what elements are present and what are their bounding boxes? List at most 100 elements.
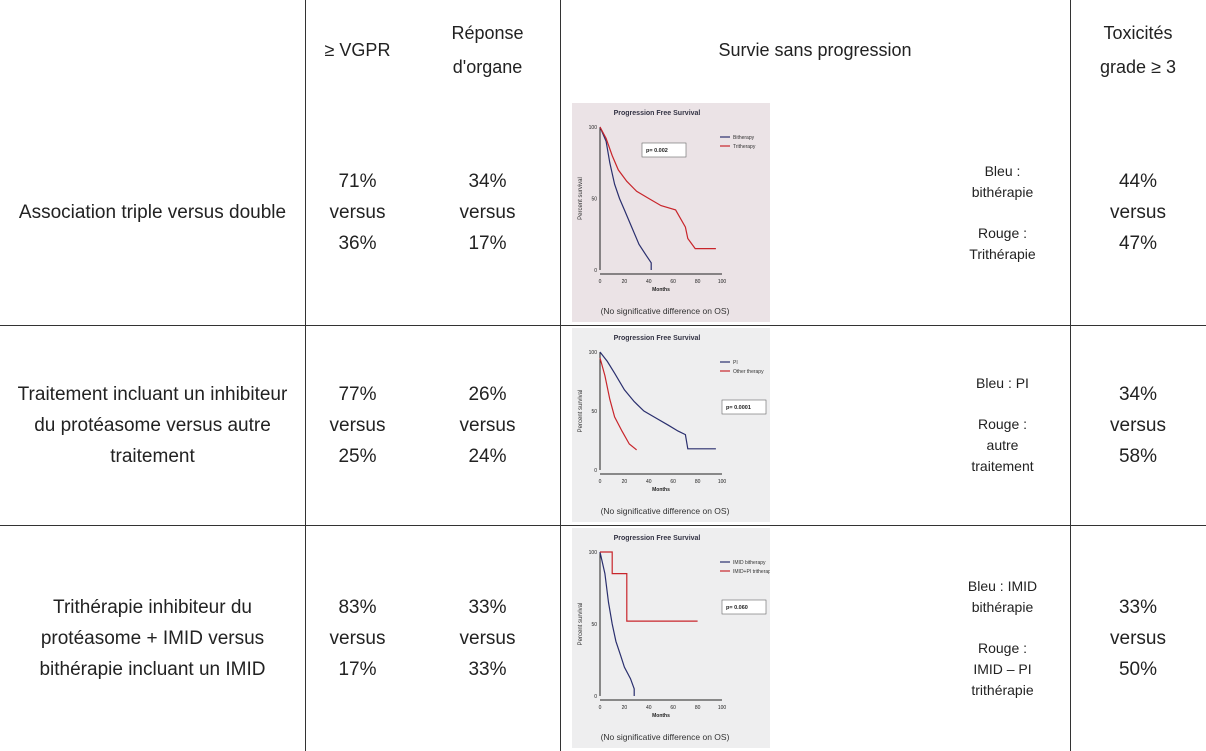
vgpr-text: versus [329, 414, 386, 436]
legend-label: PI [733, 360, 738, 366]
x-axis-label: Months [652, 487, 670, 493]
toxicites-text: 58% [1118, 445, 1158, 467]
header-text: Toxicités grade ≥ 3 [1100, 23, 1176, 77]
column-rule [1070, 0, 1071, 751]
x-tick-label: 40 [646, 279, 652, 285]
vgpr-cell: 77% versus 25% [305, 325, 410, 525]
organe-text: versus [459, 627, 516, 649]
x-tick-label: 100 [718, 479, 727, 485]
organe-text: versus [459, 414, 516, 436]
color-legend-text: Rouge : Trithérapie [969, 224, 1036, 262]
x-tick-label: 80 [695, 705, 701, 711]
toxicites-text: 34% [1118, 383, 1158, 405]
p-value-box [721, 599, 767, 615]
toxicites-text: 50% [1118, 658, 1158, 680]
row-label-text: Association triple versus double [18, 202, 287, 223]
x-tick-label: 20 [622, 705, 628, 711]
column-rule [305, 0, 306, 751]
plot-title: Progression Free Survival [614, 535, 701, 542]
p-value-box [721, 399, 767, 415]
x-tick-label: 100 [718, 705, 727, 711]
organe-text: versus [459, 202, 516, 223]
plot-note: (No significative difference on OS) [601, 732, 730, 742]
plot-note: (No significative difference on OS) [601, 306, 730, 316]
vgpr-cell: 71% versus 36% [305, 100, 410, 325]
x-tick-label: 0 [599, 279, 602, 285]
x-tick-label: 80 [695, 279, 701, 285]
row-label: Trithérapie inhibiteur du protéasome + I… [0, 525, 305, 751]
legend-label: IMID bitherapy [733, 560, 766, 566]
y-tick-label: 50 [591, 622, 597, 628]
organe-text: 17% [468, 233, 507, 254]
color-legend-cell: Bleu : bithérapie Rouge : Trithérapie [945, 100, 1060, 325]
organe-text: 33% [468, 658, 507, 680]
x-tick-label: 40 [646, 705, 652, 711]
header-text: ≥ VGPR [324, 40, 391, 60]
column-rule [560, 0, 561, 751]
row-label: Traitement incluant un inhibiteur du pro… [0, 325, 305, 525]
y-axis-label: Percent survival [578, 390, 584, 433]
x-tick-label: 60 [670, 279, 676, 285]
plot-note: (No significative difference on OS) [601, 506, 730, 516]
x-tick-label: 60 [670, 479, 676, 485]
toxicites-cell: 33% versus 50% [1070, 525, 1206, 751]
y-tick-label: 0 [594, 694, 597, 700]
toxicites-text: versus [1110, 414, 1166, 436]
color-legend-cell: Bleu : IMID bithérapie Rouge : IMID – PI … [945, 525, 1060, 751]
vgpr-text: 25% [338, 445, 377, 467]
vgpr-cell: 83% versus 17% [305, 525, 410, 751]
header-text: Réponse d'organe [451, 23, 524, 77]
x-axis-label: Months [652, 713, 670, 719]
color-legend-text: Bleu : PI [976, 375, 1029, 391]
toxicites-text: versus [1110, 627, 1166, 649]
color-legend-cell: Bleu : PI Rouge : autre traitement [945, 325, 1060, 525]
x-axis-label: Months [652, 287, 670, 293]
vgpr-text: 17% [338, 658, 377, 680]
color-legend-text: Bleu : IMID bithérapie [967, 577, 1038, 615]
organe-cell: 26% versus 24% [415, 325, 560, 525]
organe-text: 26% [468, 383, 507, 405]
organe-text: 33% [468, 596, 507, 618]
organe-cell: 34% versus 17% [415, 100, 560, 325]
survival-curve [599, 351, 716, 450]
row-label-text: Trithérapie inhibiteur du protéasome + I… [39, 596, 266, 680]
y-axis-label: Percent survival [578, 177, 584, 220]
toxicites-text: 44% [1118, 171, 1158, 192]
plot-title: Progression Free Survival [614, 110, 701, 117]
legend-label: Other therapy [733, 369, 764, 375]
survival-plot-image: Progression Free Survival Percent surviva… [572, 328, 770, 522]
x-tick-label: 0 [599, 705, 602, 711]
row-rule [0, 525, 1206, 526]
color-legend-text: Rouge : autre traitement [971, 416, 1034, 474]
photo-background [572, 528, 770, 748]
toxicites-text: 33% [1118, 596, 1158, 618]
row-label: Association triple versus double [0, 100, 305, 325]
survival-plot-image: Progression Free Survival Percent surviva… [572, 528, 770, 748]
x-tick-label: 80 [695, 479, 701, 485]
survival-curve [599, 357, 637, 451]
toxicites-text: versus [1110, 202, 1166, 223]
toxicites-cell: 44% versus 47% [1070, 100, 1206, 325]
survival-curve [599, 126, 716, 250]
row-label-text: Traitement incluant un inhibiteur du pro… [17, 383, 288, 467]
y-tick-label: 50 [591, 409, 597, 415]
plot-title: Progression Free Survival [614, 335, 701, 342]
color-legend-text: Bleu : bithérapie [971, 162, 1034, 200]
x-tick-label: 40 [646, 479, 652, 485]
legend-label: Tritherapy [733, 144, 756, 150]
header-cell: ≥ VGPR [305, 0, 410, 100]
x-tick-label: 0 [599, 479, 602, 485]
survival-curve [599, 126, 652, 270]
p-value: p= 0.002 [646, 148, 668, 154]
legend-label: IMID+PI tritherapy [733, 569, 770, 575]
vgpr-text: 83% [338, 596, 377, 618]
survival-curve [600, 551, 698, 622]
survival-plot-image: Progression Free Survival Percent surviva… [572, 103, 770, 322]
x-tick-label: 60 [670, 705, 676, 711]
y-tick-label: 100 [589, 125, 598, 131]
toxicites-text: 47% [1118, 233, 1158, 254]
organe-cell: 33% versus 33% [415, 525, 560, 751]
organe-text: 34% [468, 171, 507, 192]
legend-label: Bitherapy [733, 135, 755, 141]
